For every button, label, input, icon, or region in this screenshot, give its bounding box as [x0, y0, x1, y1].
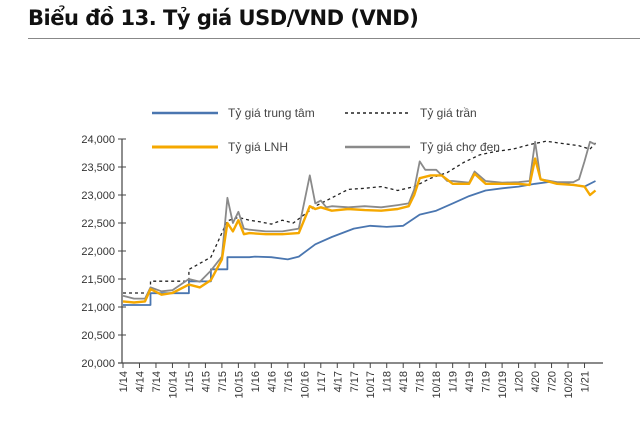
series-line-interbank: [122, 157, 597, 304]
y-tick-label: 21,500: [81, 274, 115, 286]
y-tick-label: 22,000: [81, 246, 115, 258]
x-tick-label: 4/17: [332, 371, 344, 392]
x-tick-label: 1/21: [580, 371, 592, 392]
x-tick-label: 1/18: [382, 371, 394, 392]
x-tick-label: 1/14: [118, 371, 130, 392]
y-tick-label: 22,500: [81, 218, 115, 230]
x-tick-label: 7/14: [151, 371, 163, 392]
x-tick-label: 10/17: [365, 371, 377, 399]
y-tick-label: 23,000: [81, 190, 115, 202]
legend-label-black-market: Tỷ giá chợ đen: [420, 140, 500, 154]
series-lines: [122, 140, 597, 306]
legend-label-interbank: Tỷ giá LNH: [228, 140, 288, 154]
legend-label-ceiling: Tỷ giá trần: [420, 106, 477, 120]
x-tick-label: 10/16: [299, 371, 311, 399]
x-tick-label: 10/15: [233, 371, 245, 399]
legend: Tỷ giá trung tâm Tỷ giá trần Tỷ giá LNH …: [152, 106, 500, 154]
x-tick-label: 10/18: [431, 371, 443, 399]
y-tick-label: 20,000: [81, 358, 115, 370]
chart-title: Biểu đồ 13. Tỷ giá USD/VND (VND): [28, 6, 419, 30]
x-tick-label: 1/19: [448, 371, 460, 392]
y-tick-label: 23,500: [81, 162, 115, 174]
x-tick-label: 7/15: [217, 371, 229, 392]
y-tick-label: 20,500: [81, 330, 115, 342]
x-tick-label: 1/20: [514, 371, 526, 392]
x-tick-label: 1/17: [316, 371, 328, 392]
x-tick-label: 4/14: [134, 371, 146, 392]
x-tick-label: 4/18: [398, 371, 410, 392]
legend-label-central: Tỷ giá trung tâm: [228, 106, 315, 120]
x-tick-label: 10/14: [167, 371, 179, 399]
x-tick-label: 7/17: [349, 371, 361, 392]
title-divider: [28, 38, 640, 39]
x-tick-label: 4/20: [530, 371, 542, 392]
y-tick-label: 21,000: [81, 302, 115, 314]
axes: 20,000 20,500 21,000 21,500 22,000 22,500 23,0…: [81, 134, 603, 399]
x-tick-label: 4/16: [266, 371, 278, 392]
x-tick-label: 7/19: [481, 371, 493, 392]
x-tick-label: 1/15: [184, 371, 196, 392]
x-tick-label: 10/20: [563, 371, 575, 399]
y-tick-label: 24,000: [81, 134, 115, 146]
x-tick-label: 7/18: [415, 371, 427, 392]
x-tick-label: 1/16: [250, 371, 262, 392]
x-tick-label: 4/19: [464, 371, 476, 392]
x-tick-label: 7/20: [547, 371, 559, 392]
series-line-black-market: [122, 140, 596, 300]
x-tick-label: 10/19: [497, 371, 509, 399]
x-tick-label: 4/15: [200, 371, 212, 392]
x-tick-label: 7/16: [283, 371, 295, 392]
series-line-ceiling: [123, 140, 596, 294]
